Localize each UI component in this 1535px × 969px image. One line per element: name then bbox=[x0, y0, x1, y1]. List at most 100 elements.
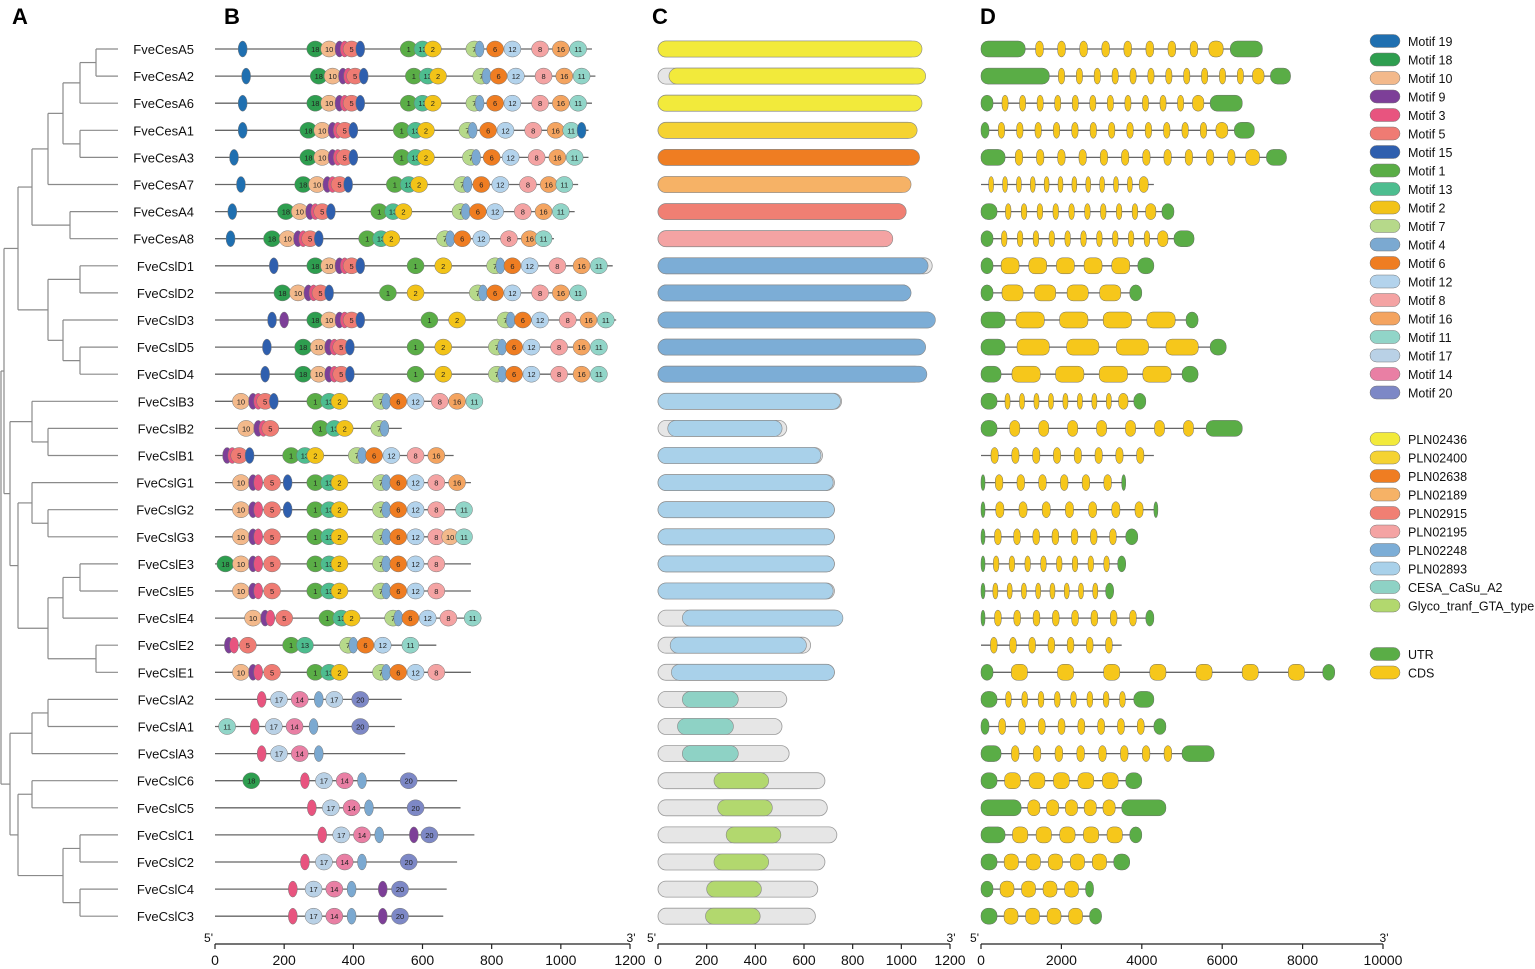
motif-m20 bbox=[351, 691, 369, 708]
motif-number: 17 bbox=[337, 831, 345, 840]
motif-number: 5 bbox=[282, 614, 286, 623]
legend-label: PLN02195 bbox=[1408, 526, 1467, 540]
cds-exon bbox=[1066, 338, 1100, 356]
motif-tick-label: 0 bbox=[211, 952, 219, 968]
motif-m16 bbox=[448, 474, 466, 491]
motif-m6 bbox=[389, 582, 408, 600]
cds-exon bbox=[1099, 176, 1105, 193]
legend-swatch-m8 bbox=[1369, 293, 1401, 307]
motif-m16 bbox=[555, 67, 574, 85]
cds-exon bbox=[997, 122, 1005, 139]
legend-label: PLN02189 bbox=[1408, 489, 1467, 503]
utr-5prime bbox=[980, 555, 986, 573]
motif-m4 bbox=[374, 826, 385, 844]
domain-glyco_tranf_gta_type bbox=[717, 799, 773, 817]
cds-exon bbox=[1227, 149, 1236, 166]
domain-cesa_casu_a2 bbox=[682, 745, 739, 762]
motif-number: 13 bbox=[325, 397, 333, 406]
motif-number: 17 bbox=[309, 885, 317, 894]
motif-m17 bbox=[304, 880, 323, 898]
cds-exon bbox=[1003, 907, 1019, 925]
motif-m13 bbox=[296, 636, 314, 654]
structure-tick-label: 10000 bbox=[1364, 952, 1403, 968]
motif-m16 bbox=[552, 94, 570, 112]
motif-m8 bbox=[427, 555, 446, 573]
cds-exon bbox=[1086, 636, 1094, 654]
motif-m12 bbox=[491, 176, 510, 193]
motif-number: 10 bbox=[325, 45, 333, 54]
cds-exon bbox=[1065, 501, 1074, 518]
cds-exon bbox=[1013, 528, 1021, 546]
motif-number: 12 bbox=[411, 668, 419, 677]
motif-m3 bbox=[300, 772, 310, 789]
gene-structure-panel bbox=[980, 40, 1336, 925]
domain-glyco_tranf_gta_type bbox=[705, 907, 761, 925]
domain-pln02893 bbox=[667, 420, 783, 437]
cds-exon bbox=[1080, 230, 1087, 247]
cds-exon bbox=[1070, 691, 1077, 708]
motif-m17 bbox=[315, 772, 333, 789]
cds-exon bbox=[1121, 149, 1130, 166]
motif-number: 6 bbox=[512, 370, 516, 379]
cds-exon bbox=[1072, 555, 1079, 573]
cds-exon bbox=[1116, 338, 1149, 356]
motif-tick-label: 1200 bbox=[614, 952, 645, 968]
cds-exon bbox=[1157, 230, 1169, 247]
cds-exon bbox=[1014, 149, 1023, 166]
motif-number: 8 bbox=[434, 560, 438, 569]
motif-number: 2 bbox=[343, 424, 347, 433]
motif-number: 6 bbox=[521, 316, 525, 325]
motif-m16 bbox=[552, 40, 570, 58]
motif-number: 13 bbox=[404, 181, 412, 190]
motif-number: 11 bbox=[578, 72, 586, 81]
legend-label: Motif 15 bbox=[1408, 146, 1453, 160]
domain-pln02248 bbox=[657, 257, 929, 275]
utr-3prime bbox=[1133, 393, 1147, 410]
domain-pln02248 bbox=[657, 284, 912, 302]
domain-tick-label: 1200 bbox=[934, 952, 965, 968]
legend-swatch-m13 bbox=[1369, 182, 1401, 196]
motif-number: 2 bbox=[337, 533, 341, 542]
motif-number: 5 bbox=[270, 587, 274, 596]
cds-exon bbox=[1016, 338, 1050, 356]
motif-number: 20 bbox=[396, 912, 404, 921]
cds-exon bbox=[1062, 393, 1069, 410]
gene-label: FveCslC4 bbox=[137, 882, 194, 897]
motif-number: 2 bbox=[337, 397, 341, 406]
motif-number: 16 bbox=[545, 181, 553, 190]
motif-number: 10 bbox=[325, 316, 333, 325]
domain-pln02195 bbox=[657, 230, 894, 247]
domain-five-prime: 5' bbox=[647, 931, 656, 945]
motif-number: 13 bbox=[301, 452, 309, 461]
motif-number: 10 bbox=[325, 99, 333, 108]
cds-exon bbox=[1090, 528, 1098, 546]
motif-number: 11 bbox=[460, 533, 468, 542]
legend-label: Motif 8 bbox=[1408, 294, 1446, 308]
motif-m2 bbox=[417, 122, 435, 139]
motif-number: 17 bbox=[320, 858, 328, 867]
motif-m11 bbox=[565, 149, 584, 166]
domain-panel bbox=[657, 40, 936, 925]
cds-exon bbox=[1085, 176, 1091, 193]
motif-m5 bbox=[275, 609, 293, 627]
cds-exon bbox=[1047, 853, 1063, 871]
motif-tick-label: 1000 bbox=[545, 952, 576, 968]
motif-m3 bbox=[256, 691, 267, 708]
cds-exon bbox=[1134, 501, 1144, 518]
motif-number: 18 bbox=[221, 560, 229, 569]
motif-number: 8 bbox=[531, 126, 535, 135]
motif-m4 bbox=[497, 338, 507, 356]
cds-exon bbox=[1103, 555, 1110, 573]
motif-m4 bbox=[471, 149, 481, 166]
utr-3prime bbox=[1129, 826, 1143, 844]
gene-label: FveCslD5 bbox=[137, 340, 194, 355]
motif-number: 17 bbox=[330, 695, 338, 704]
motif-tick-label: 800 bbox=[480, 952, 504, 968]
motif-number: 8 bbox=[538, 99, 542, 108]
motif-number: 6 bbox=[496, 72, 500, 81]
cds-exon bbox=[1068, 907, 1083, 925]
domain-pln02893 bbox=[657, 501, 835, 519]
cds-exon bbox=[992, 582, 999, 600]
legend-label: Motif 7 bbox=[1408, 220, 1446, 234]
cds-exon bbox=[1008, 555, 1015, 573]
